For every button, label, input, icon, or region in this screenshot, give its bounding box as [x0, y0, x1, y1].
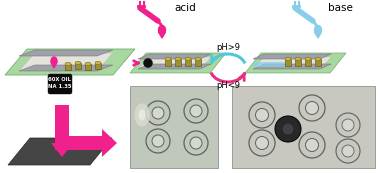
Ellipse shape: [85, 62, 91, 66]
Text: pH>9: pH>9: [216, 43, 240, 52]
Polygon shape: [19, 50, 113, 56]
Polygon shape: [19, 65, 113, 71]
Ellipse shape: [314, 25, 322, 34]
Polygon shape: [51, 62, 57, 68]
Ellipse shape: [95, 61, 101, 65]
Circle shape: [342, 119, 354, 131]
Polygon shape: [65, 64, 71, 70]
Circle shape: [282, 123, 294, 135]
Ellipse shape: [285, 57, 291, 61]
Polygon shape: [315, 59, 321, 66]
Ellipse shape: [165, 57, 171, 61]
Polygon shape: [19, 53, 113, 71]
Ellipse shape: [138, 110, 146, 121]
Ellipse shape: [65, 62, 71, 66]
Circle shape: [152, 107, 164, 119]
Polygon shape: [8, 138, 112, 165]
Polygon shape: [165, 59, 171, 66]
FancyBboxPatch shape: [232, 86, 375, 168]
Polygon shape: [175, 59, 181, 66]
Polygon shape: [130, 53, 226, 73]
Circle shape: [256, 136, 268, 149]
Polygon shape: [253, 54, 331, 59]
Circle shape: [144, 58, 152, 67]
Polygon shape: [138, 64, 211, 69]
Polygon shape: [55, 105, 69, 143]
FancyBboxPatch shape: [130, 86, 218, 168]
Ellipse shape: [51, 57, 57, 65]
Circle shape: [305, 102, 319, 115]
Polygon shape: [253, 57, 331, 69]
Polygon shape: [295, 59, 301, 66]
Ellipse shape: [315, 57, 321, 61]
Ellipse shape: [195, 57, 201, 61]
FancyBboxPatch shape: [48, 74, 72, 94]
Polygon shape: [48, 77, 72, 91]
Polygon shape: [85, 64, 91, 70]
Circle shape: [190, 105, 202, 117]
Text: acid: acid: [174, 3, 196, 13]
Ellipse shape: [295, 57, 301, 61]
Polygon shape: [314, 32, 322, 38]
Polygon shape: [51, 143, 73, 157]
Circle shape: [190, 137, 202, 149]
Polygon shape: [158, 32, 166, 38]
Polygon shape: [245, 53, 346, 73]
Ellipse shape: [158, 25, 166, 34]
Polygon shape: [305, 59, 311, 66]
Polygon shape: [75, 63, 81, 69]
Polygon shape: [185, 59, 191, 66]
Polygon shape: [138, 57, 211, 69]
Polygon shape: [253, 64, 331, 69]
Text: 60X OIL
NA 1.35: 60X OIL NA 1.35: [48, 77, 72, 89]
Circle shape: [256, 108, 268, 121]
Polygon shape: [55, 136, 102, 150]
Text: base: base: [328, 3, 352, 13]
Text: pH<9: pH<9: [216, 81, 240, 90]
Polygon shape: [5, 49, 135, 75]
Ellipse shape: [175, 57, 181, 61]
Ellipse shape: [185, 57, 191, 61]
Circle shape: [342, 145, 354, 157]
Polygon shape: [285, 59, 291, 66]
Polygon shape: [95, 63, 101, 69]
Polygon shape: [102, 129, 117, 157]
Polygon shape: [195, 59, 201, 66]
Circle shape: [152, 135, 164, 147]
Polygon shape: [138, 54, 211, 59]
Circle shape: [275, 116, 301, 142]
Circle shape: [305, 139, 319, 152]
Ellipse shape: [134, 103, 150, 127]
Ellipse shape: [75, 61, 81, 65]
Ellipse shape: [305, 57, 311, 61]
